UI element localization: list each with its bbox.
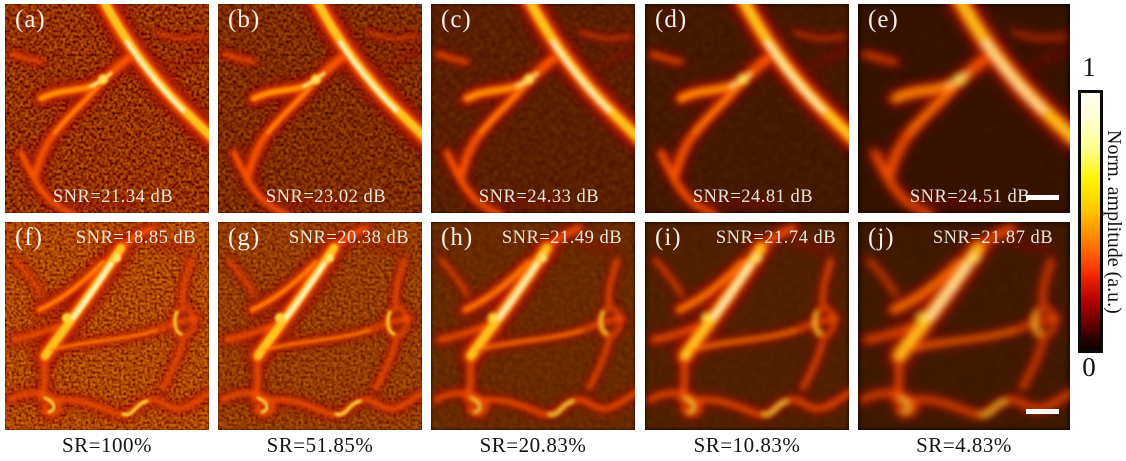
snr-label: SNR=24.33 dB: [478, 187, 600, 207]
panel-label: (i): [655, 224, 682, 251]
panel-label: (f): [15, 224, 43, 251]
vessel-image-g: [218, 222, 422, 430]
snr-label: SNR=21.87 dB: [932, 228, 1054, 248]
sr-label-c: SR=20.83%: [479, 433, 587, 457]
snr-label: SNR=23.02 dB: [265, 187, 387, 207]
scale-bar: [1026, 195, 1059, 200]
snr-label: SNR=21.34 dB: [52, 187, 174, 207]
sr-label-a: SR=100%: [61, 433, 153, 457]
vessel-image-f: [5, 222, 209, 430]
panel-label: (b): [228, 6, 261, 33]
scale-bar: [1026, 409, 1059, 414]
panel-i: (i) SNR=21.74 dB: [645, 222, 849, 430]
panel-label: (d): [655, 6, 688, 33]
panel-label: (a): [15, 6, 46, 33]
snr-label: SNR=24.51 dB: [909, 187, 1031, 207]
panel-f: (f) SNR=18.85 dB: [5, 222, 209, 430]
sr-label-e: SR=4.83%: [916, 433, 1012, 457]
vessel-image-e: [858, 4, 1070, 213]
panel-e: (e) SNR=24.51 dB: [858, 4, 1070, 213]
panel-label: (j): [868, 224, 895, 251]
vessel-image-c: [431, 4, 635, 213]
panel-b: (b) SNR=23.02 dB: [218, 4, 422, 213]
colorbar: [1078, 90, 1103, 353]
sr-label-b: SR=51.85%: [266, 433, 374, 457]
snr-label: SNR=21.49 dB: [501, 228, 623, 248]
vessel-image-j: [858, 222, 1070, 430]
panel-h: (h) SNR=21.49 dB: [431, 222, 635, 430]
vessel-image-h: [431, 222, 635, 430]
vessel-image-a: [5, 4, 209, 213]
panel-g: (g) SNR=20.38 dB: [218, 222, 422, 430]
vessel-image-i: [645, 222, 849, 430]
snr-label: SNR=24.81 dB: [692, 187, 814, 207]
sr-label-d: SR=10.83%: [693, 433, 801, 457]
snr-label: SNR=20.38 dB: [288, 228, 410, 248]
snr-label: SNR=18.85 dB: [75, 228, 197, 248]
vessel-image-b: [218, 4, 422, 213]
snr-label: SNR=21.74 dB: [715, 228, 837, 248]
colorbar-title: Norm. amplitude (a.u.): [1103, 129, 1125, 314]
panel-c: (c) SNR=24.33 dB: [431, 4, 635, 213]
panel-a: (a) SNR=21.34 dB: [5, 4, 209, 213]
panel-label: (h): [441, 224, 474, 251]
vessel-image-d: [645, 4, 849, 213]
panel-d: (d) SNR=24.81 dB: [645, 4, 849, 213]
panel-label: (e): [868, 6, 899, 33]
panel-label: (g): [228, 224, 261, 251]
panel-label: (c): [441, 6, 472, 33]
panel-j: (j) SNR=21.87 dB: [858, 222, 1070, 430]
colorbar-min-label: 0: [1082, 352, 1096, 382]
colorbar-max-label: 1: [1082, 52, 1096, 82]
